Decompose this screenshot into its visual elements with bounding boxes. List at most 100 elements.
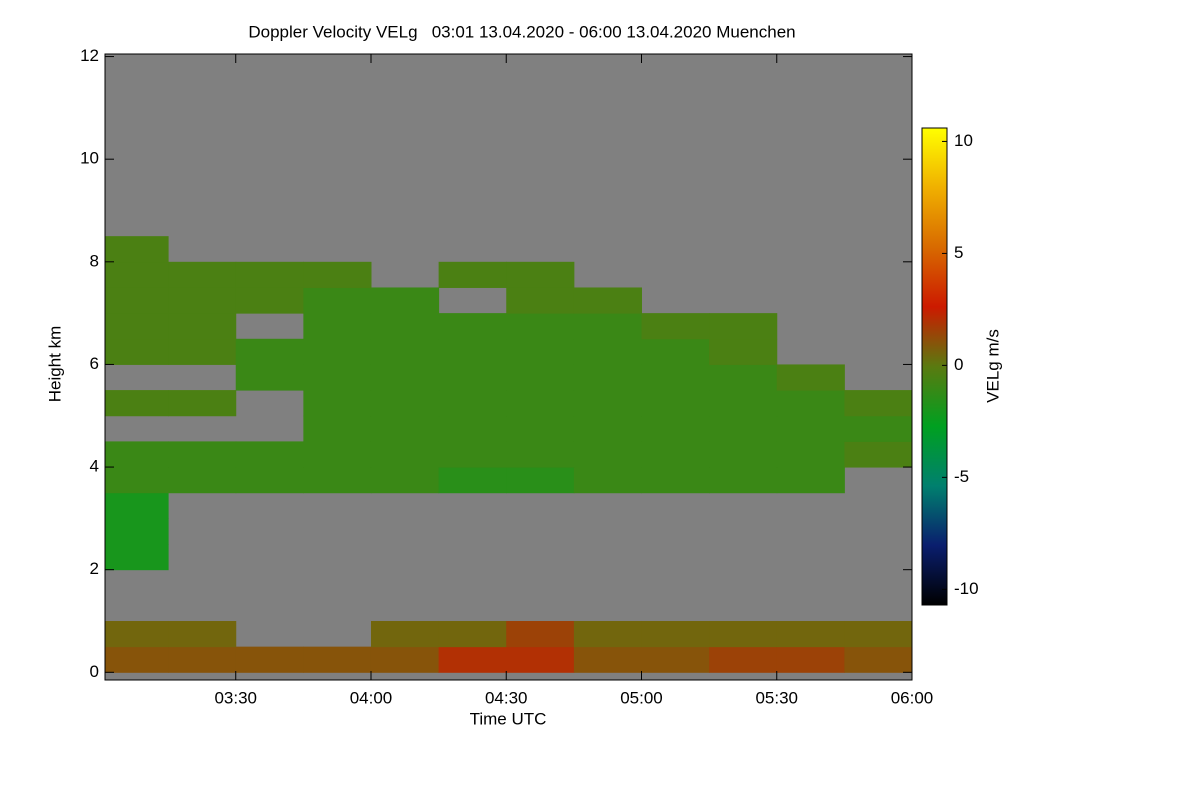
heatmap-cell <box>573 364 642 391</box>
colorbar-tick-label: 0 <box>954 355 963 374</box>
heatmap-cell <box>370 646 440 673</box>
x-tick-label: 04:00 <box>350 688 393 707</box>
heatmap-cell <box>370 338 440 365</box>
heatmap-cell <box>776 467 845 494</box>
heatmap-cell <box>370 390 440 417</box>
heatmap-cell <box>303 441 372 468</box>
colorbar-tick-label: 5 <box>954 243 963 262</box>
heatmap-cell <box>709 441 778 468</box>
heatmap-cell <box>506 620 575 648</box>
y-tick-label: 2 <box>90 559 99 578</box>
plot-frame <box>104 53 913 681</box>
heatmap-cell <box>370 415 440 442</box>
x-tick-label: 05:30 <box>755 688 798 707</box>
heatmap-cell <box>506 441 575 468</box>
heatmap-cell <box>641 467 710 494</box>
heatmap-cell <box>641 313 710 340</box>
heatmap-cell <box>303 287 372 314</box>
colorbar-tick-label: -10 <box>954 579 979 598</box>
heatmap-cell <box>303 338 372 365</box>
heatmap-cell <box>105 441 169 468</box>
heatmap-cell <box>370 364 440 391</box>
x-tick-label: 03:30 <box>214 688 257 707</box>
x-axis-label: Time UTC <box>470 709 547 728</box>
heatmap-cell <box>438 261 507 288</box>
heatmap-cell <box>641 338 710 365</box>
heatmap-cell <box>438 646 507 673</box>
heatmap-cell <box>573 620 642 648</box>
heatmap-cell <box>506 287 575 314</box>
heatmap-cell <box>709 338 778 365</box>
chart-title: Doppler Velocity VELg 03:01 13.04.2020 -… <box>248 22 795 41</box>
heatmap-cell <box>168 313 237 340</box>
heatmap-cell <box>105 287 169 314</box>
heatmap-cell <box>506 415 575 442</box>
heatmap-cell <box>235 364 304 391</box>
colorbar-label: VELg m/s <box>983 329 1002 403</box>
heatmap-cell <box>168 287 237 314</box>
heatmap-cell <box>303 467 372 494</box>
heatmap-cell <box>438 467 507 494</box>
heatmap-cell <box>303 313 372 340</box>
heatmap-cell <box>105 261 169 288</box>
heatmap-cell <box>641 364 710 391</box>
heatmap-cell <box>438 313 507 340</box>
heatmap-cell <box>168 261 237 288</box>
heatmap-cell <box>438 620 507 648</box>
heatmap-cell <box>709 415 778 442</box>
heatmap-cell <box>438 441 507 468</box>
heatmap-cell <box>776 441 845 468</box>
heatmap-cell <box>235 287 304 314</box>
heatmap-cell <box>573 313 642 340</box>
heatmap-cell <box>235 441 304 468</box>
heatmap-cell <box>105 544 169 571</box>
y-tick-label: 12 <box>80 46 99 65</box>
heatmap-cell <box>168 467 237 494</box>
heatmap-cell <box>506 338 575 365</box>
heatmap-cell <box>776 620 845 648</box>
heatmap-cell <box>438 415 507 442</box>
heatmap-cell <box>776 364 845 391</box>
colorbar-tick-label: -5 <box>954 467 969 486</box>
heatmap-cell <box>105 518 169 545</box>
heatmap-cell <box>370 287 440 314</box>
heatmap-cell <box>573 467 642 494</box>
colorbar <box>921 127 948 606</box>
heatmap-cell <box>844 441 912 468</box>
heatmap-cell <box>105 236 169 263</box>
x-tick-label: 05:00 <box>620 688 663 707</box>
heatmap-cell <box>641 441 710 468</box>
heatmap-cell <box>303 390 372 417</box>
y-tick-label: 10 <box>80 149 99 168</box>
heatmap-cell <box>844 620 912 648</box>
heatmap-cell <box>105 338 169 365</box>
y-tick-label: 6 <box>90 354 99 373</box>
heatmap-cell <box>235 338 304 365</box>
heatmap-cell <box>235 467 304 494</box>
heatmap-cell <box>573 338 642 365</box>
heatmap-cell <box>506 261 575 288</box>
heatmap-cell <box>709 390 778 417</box>
x-tick-label: 06:00 <box>891 688 934 707</box>
heatmap-cell <box>709 646 778 673</box>
heatmap-cell <box>573 646 642 673</box>
heatmap-cells <box>105 236 912 673</box>
heatmap-cell <box>573 415 642 442</box>
heatmap-cell <box>370 620 440 648</box>
heatmap-cell <box>105 492 169 519</box>
y-tick-label: 0 <box>90 662 99 681</box>
heatmap-cell <box>303 415 372 442</box>
heatmap-cell <box>168 646 237 673</box>
heatmap-cell <box>776 390 845 417</box>
heatmap-cell <box>573 441 642 468</box>
heatmap-cell <box>709 364 778 391</box>
heatmap-cell <box>370 313 440 340</box>
heatmap-cell <box>303 364 372 391</box>
y-tick-label: 8 <box>90 251 99 270</box>
y-tick-label: 4 <box>90 457 99 476</box>
heatmap-cell <box>506 390 575 417</box>
heatmap-cell <box>573 390 642 417</box>
heatmap-cell <box>709 620 778 648</box>
heatmap-cell <box>438 338 507 365</box>
